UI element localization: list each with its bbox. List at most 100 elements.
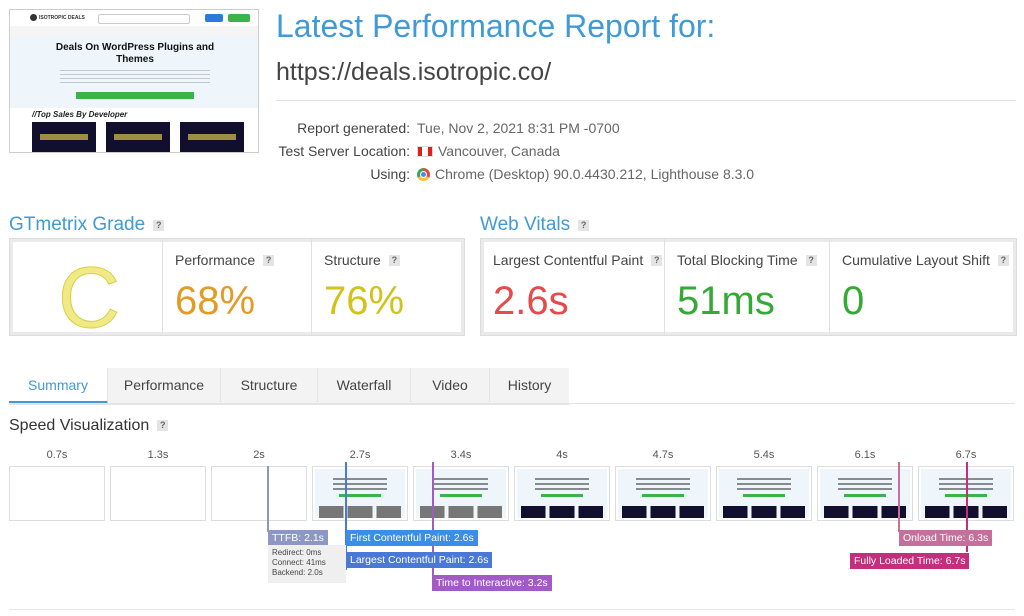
- tab-history[interactable]: History: [507, 377, 552, 393]
- thumb-hero-button: [76, 92, 194, 99]
- web-vitals-heading: Web Vitals?: [480, 214, 590, 236]
- lcp-marker[interactable]: Largest Contentful Paint: 2.6s: [346, 552, 493, 568]
- report-title: Latest Performance Report for:: [276, 8, 716, 44]
- question-icon[interactable]: ?: [578, 220, 590, 231]
- thumb-card: [32, 122, 96, 152]
- tti-marker[interactable]: Time to Interactive: 3.2s: [432, 575, 552, 591]
- question-icon[interactable]: ?: [997, 255, 1009, 266]
- question-icon[interactable]: ?: [153, 220, 165, 231]
- thumb-hero-title: Deals On WordPress Plugins and Themes: [55, 42, 215, 65]
- thumb-logo: ISOTROPIC DEALS: [30, 14, 85, 21]
- filmstrip-frame[interactable]: [514, 466, 610, 521]
- time-label: 0.7s: [46, 449, 68, 461]
- thumb-login-button: [205, 14, 223, 22]
- cls-value: 0: [842, 279, 865, 323]
- structure-cell: Structure? 76%: [311, 239, 464, 335]
- fully-loaded-marker[interactable]: Fully Loaded Time: 6.7s: [850, 553, 970, 569]
- onload-marker[interactable]: Onload Time: 6.3s: [899, 530, 993, 546]
- connect-time: Connect: 41ms: [272, 558, 326, 567]
- time-label: 6.7s: [955, 449, 977, 461]
- report-meta: Report generated: Tue, Nov 2, 2021 8:31 …: [0, 118, 1024, 188]
- gtmetrix-grade-panel: C Performance? 68% Structure? 76%: [9, 238, 465, 347]
- structure-label: Structure?: [324, 252, 400, 268]
- tbt-cell: Total Blocking Time? 51ms: [664, 239, 829, 335]
- using-label: Using:: [370, 166, 410, 182]
- time-label: 4s: [556, 449, 568, 461]
- question-icon[interactable]: ?: [805, 255, 817, 266]
- ttfb-marker[interactable]: TTFB: 2.1s: [268, 530, 328, 546]
- using-value-row: Chrome (Desktop) 90.0.4430.212, Lighthou…: [417, 166, 754, 182]
- fcp-line: [345, 462, 347, 570]
- thumb-nav: [10, 26, 258, 36]
- time-label: 5.4s: [753, 449, 775, 461]
- tab-video[interactable]: Video: [411, 368, 490, 402]
- thumb-card: [106, 122, 170, 152]
- tbt-value: 51ms: [677, 279, 775, 323]
- report-tabs: Summary Performance Structure Waterfall …: [9, 368, 569, 405]
- report-generated-label: Report generated:: [297, 120, 410, 136]
- ttfb-line: [267, 466, 269, 532]
- backend-time: Backend: 2.0s: [272, 568, 323, 577]
- location-label: Test Server Location:: [278, 143, 410, 159]
- ttfb-breakdown: Redirect: 0ms Connect: 41ms Backend: 2.0…: [268, 545, 346, 583]
- tti-line: [432, 462, 434, 578]
- lcp-label: Largest Contentful Paint?: [493, 252, 663, 268]
- thumb-search: [98, 14, 190, 24]
- gtmetrix-grade-heading: GTmetrix Grade?: [9, 214, 165, 236]
- cls-label: Cumulative Layout Shift?: [842, 252, 1009, 268]
- question-icon[interactable]: ?: [651, 255, 663, 266]
- thumb-header: ISOTROPIC DEALS: [10, 10, 258, 27]
- location-value-row: Vancouver, Canada: [417, 143, 560, 159]
- fully-loaded-line: [966, 462, 968, 552]
- thumb-card: [180, 122, 244, 152]
- lcp-value: 2.6s: [493, 279, 569, 323]
- filmstrip-frame[interactable]: [312, 466, 408, 521]
- filmstrip-frame-blank[interactable]: [211, 466, 307, 521]
- time-label: 1.3s: [147, 449, 169, 461]
- filmstrip-frame[interactable]: [817, 466, 913, 521]
- time-label: 4.7s: [652, 449, 674, 461]
- performance-cell: Performance? 68%: [162, 239, 311, 335]
- question-icon[interactable]: ?: [157, 420, 169, 431]
- bottom-divider: [9, 609, 1015, 610]
- time-label: 2s: [253, 449, 265, 461]
- header-divider: [276, 100, 1016, 101]
- cls-cell: Cumulative Layout Shift? 0: [829, 239, 1016, 335]
- onload-line: [898, 462, 900, 532]
- tab-summary[interactable]: Summary: [9, 368, 108, 404]
- time-label: 3.4s: [450, 449, 472, 461]
- canada-flag-icon: [417, 146, 433, 157]
- chrome-icon: [417, 168, 430, 181]
- grade-letter: C: [57, 250, 121, 347]
- question-icon[interactable]: ?: [388, 255, 400, 266]
- filmstrip-frame[interactable]: [716, 466, 812, 521]
- performance-value: 68%: [175, 279, 256, 323]
- thumb-hero-text: [60, 70, 210, 86]
- time-label: 6.1s: [854, 449, 876, 461]
- time-label: 2.7s: [349, 449, 371, 461]
- structure-value: 76%: [324, 279, 405, 323]
- filmstrip-frame-blank[interactable]: [9, 466, 105, 521]
- tabs-divider: [9, 403, 1015, 404]
- question-icon[interactable]: ?: [263, 255, 275, 266]
- fcp-marker[interactable]: First Contentful Paint: 2.6s: [346, 530, 478, 546]
- using-value: Chrome (Desktop) 90.0.4430.212, Lighthou…: [435, 166, 755, 182]
- report-generated-value: Tue, Nov 2, 2021 8:31 PM -0700: [417, 120, 620, 136]
- speed-visualization-heading: Speed Visualization?: [9, 417, 169, 435]
- tbt-label: Total Blocking Time?: [677, 252, 817, 268]
- redirect-time: Redirect: 0ms: [272, 548, 322, 557]
- location-value: Vancouver, Canada: [438, 143, 560, 159]
- lcp-cell: Largest Contentful Paint? 2.6s: [481, 239, 663, 335]
- filmstrip-frame-blank[interactable]: [110, 466, 206, 521]
- tab-structure[interactable]: Structure: [221, 368, 318, 402]
- web-vitals-panel: Largest Contentful Paint? 2.6s Total Blo…: [480, 238, 1017, 336]
- filmstrip-frame[interactable]: [413, 466, 509, 521]
- tab-performance[interactable]: Performance: [108, 368, 221, 402]
- performance-label: Performance?: [175, 252, 275, 268]
- page-screenshot-thumbnail[interactable]: ISOTROPIC DEALS Deals On WordPress Plugi…: [9, 9, 259, 153]
- thumb-signup-button: [228, 14, 250, 22]
- filmstrip-frame[interactable]: [615, 466, 711, 521]
- thumb-section-title: //Top Sales By Developer: [32, 110, 128, 119]
- tab-waterfall[interactable]: Waterfall: [318, 368, 411, 402]
- report-url[interactable]: https://deals.isotropic.co/: [276, 58, 552, 86]
